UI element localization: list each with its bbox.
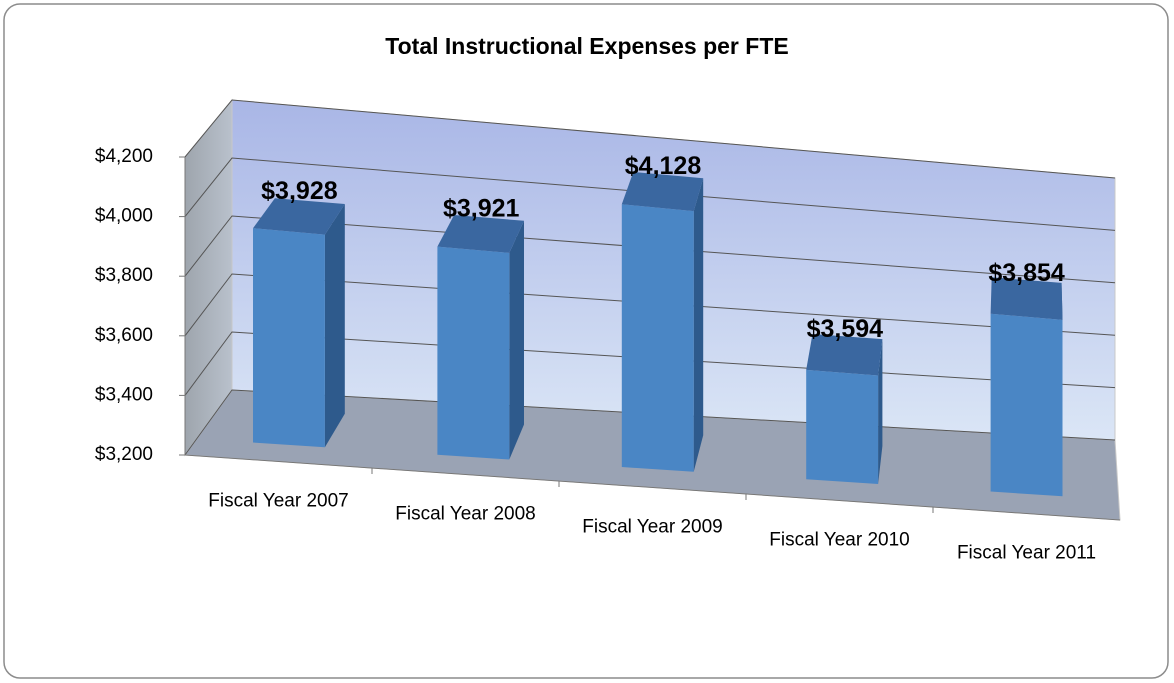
bar-side [693,178,704,472]
bar [437,246,510,460]
y-tick-label: $4,000 [95,206,153,227]
x-tick-label: Fiscal Year 2008 [395,504,536,525]
x-tick-label: Fiscal Year 2007 [208,491,349,512]
bar-top [621,172,704,212]
chart-title: Total Instructional Expenses per FTE [385,33,788,59]
bar-top [253,198,345,235]
bar [621,204,694,472]
value-label: $4,128 [625,152,702,180]
y-tick-label: $3,400 [95,384,153,405]
bar-top [806,334,883,376]
y-tick-label: $3,200 [95,444,153,465]
value-label: $3,921 [443,194,520,222]
bar-side [324,204,345,448]
grid-line [184,157,1116,231]
bar-side [509,220,524,460]
bar [253,228,325,448]
value-label: $3,594 [807,315,884,343]
y-tick-label: $3,800 [95,265,153,286]
grid-line [184,215,1116,284]
bar-top [437,215,524,253]
value-label: $3,854 [988,259,1065,287]
bar [806,369,879,484]
x-tick-label: Fiscal Year 2010 [769,530,910,551]
bar-side [878,339,883,484]
grid-line [184,99,1116,179]
y-tick-label: $3,600 [95,325,153,346]
bar [990,313,1063,497]
bar-top [990,277,1063,320]
grid-line [184,273,1116,337]
y-tick-label: $4,200 [95,146,153,167]
x-axis [184,454,1121,521]
value-label: $3,928 [261,177,338,205]
x-tick-label: Fiscal Year 2009 [582,517,723,538]
x-tick-label: Fiscal Year 2011 [957,543,1096,564]
